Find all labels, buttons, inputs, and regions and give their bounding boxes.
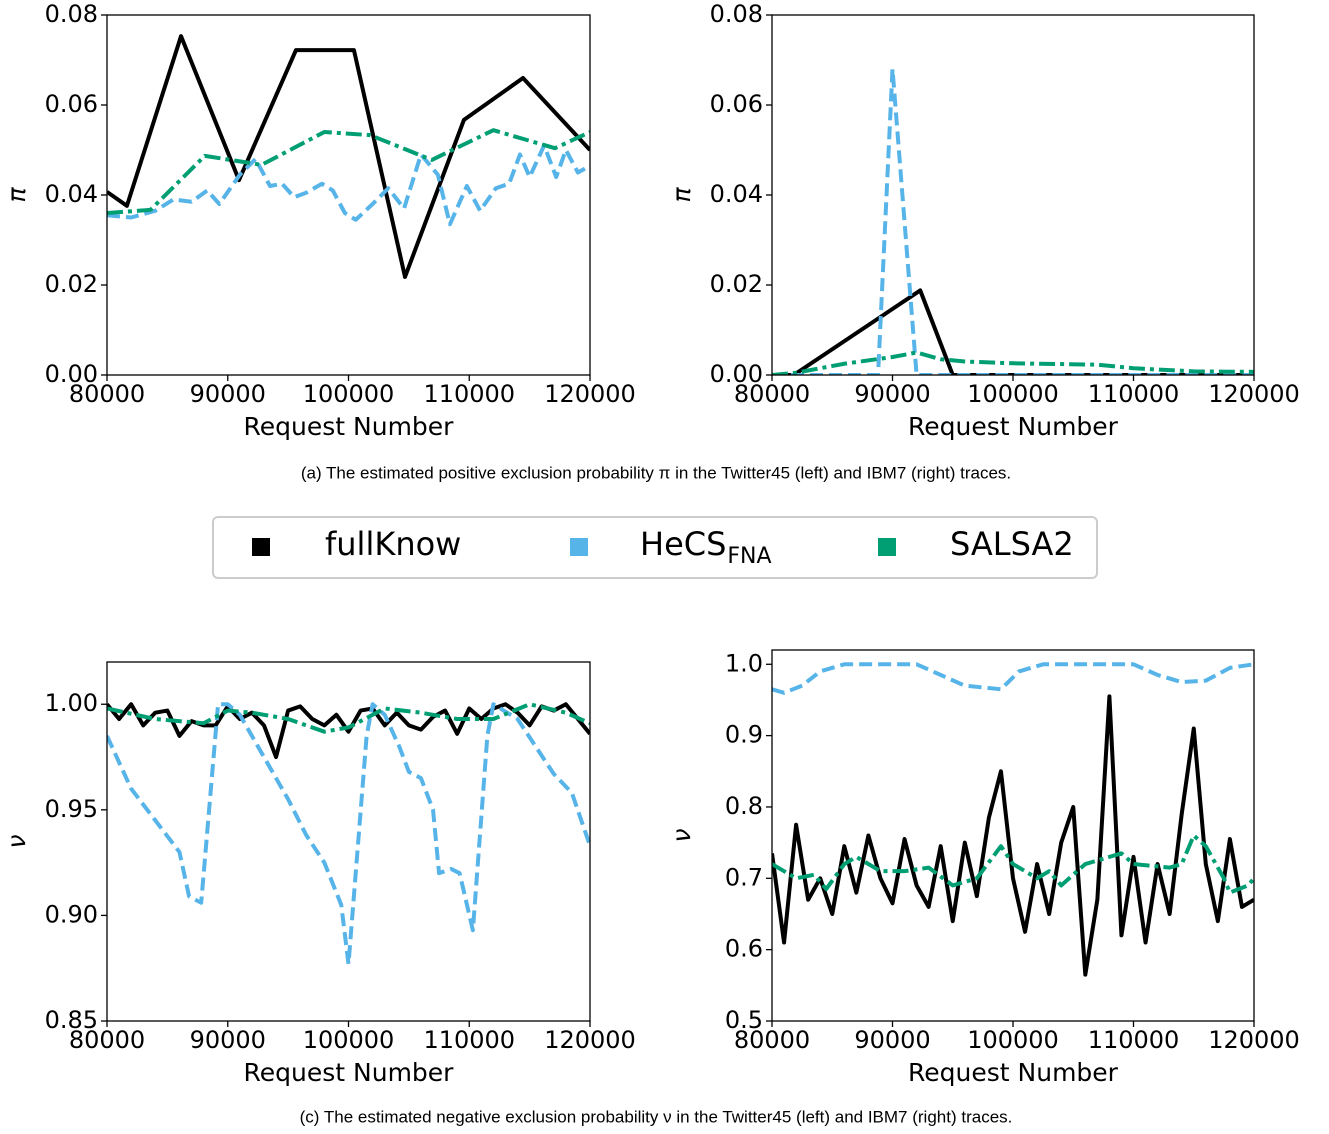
x-tick-label: 110000 xyxy=(423,380,515,408)
series-line xyxy=(772,288,1254,375)
y-tick-label: 0.90 xyxy=(45,900,98,928)
legend-label: HeCS xyxy=(640,525,726,563)
x-tick-label: 120000 xyxy=(544,1026,636,1054)
series-line xyxy=(107,702,590,734)
series-line xyxy=(772,662,1254,695)
legend-label: fullKnow xyxy=(325,525,461,563)
y-tick-label: 0.9 xyxy=(725,721,763,749)
series-line xyxy=(107,702,590,760)
x-tick-label: 80000 xyxy=(734,1026,810,1054)
x-axis-label: Request Number xyxy=(244,412,455,441)
x-tick-label: 120000 xyxy=(1208,380,1300,408)
y-tick-label: 0.95 xyxy=(45,795,98,823)
series-line xyxy=(772,694,1254,977)
series-line xyxy=(772,833,1254,895)
y-tick-label: 0.02 xyxy=(45,270,98,298)
x-axis-label: Request Number xyxy=(244,1058,455,1087)
legend-label: SALSA2 xyxy=(950,525,1074,563)
caption: (c) The estimated negative exclusion pro… xyxy=(300,1107,1013,1126)
series-line xyxy=(107,34,590,279)
y-tick-label: 0.85 xyxy=(45,1006,98,1034)
y-tick-label: 0.06 xyxy=(45,90,98,118)
y-axis-label: ν xyxy=(2,834,31,848)
x-axis-label: Request Number xyxy=(908,1058,1119,1087)
y-tick-label: 1.0 xyxy=(725,649,763,677)
series-line xyxy=(107,143,590,227)
x-tick-label: 120000 xyxy=(544,380,636,408)
series-line xyxy=(107,702,590,966)
x-tick-label: 100000 xyxy=(303,380,395,408)
y-tick-label: 0.6 xyxy=(725,935,763,963)
x-tick-label: 90000 xyxy=(854,1026,930,1054)
legend-swatch xyxy=(252,538,270,556)
y-tick-label: 0.04 xyxy=(710,180,763,208)
x-tick-label: 110000 xyxy=(423,1026,515,1054)
caption: (a) The estimated positive exclusion pro… xyxy=(301,463,1011,482)
y-axis-label: π xyxy=(2,187,31,203)
y-tick-label: 0.00 xyxy=(710,360,763,388)
y-tick-label: 0.08 xyxy=(710,0,763,28)
x-tick-label: 80000 xyxy=(69,1026,145,1054)
axes-frame xyxy=(771,649,1255,1022)
axes-frame xyxy=(106,14,591,376)
x-tick-label: 100000 xyxy=(967,1026,1059,1054)
x-axis-label: Request Number xyxy=(908,412,1119,441)
y-tick-label: 0.08 xyxy=(45,0,98,28)
axes-frame xyxy=(106,661,591,1022)
x-tick-label: 110000 xyxy=(1088,1026,1180,1054)
y-axis-label: ν xyxy=(667,828,696,842)
legend-label-subscript: FNA xyxy=(727,544,771,569)
x-tick-label: 90000 xyxy=(190,1026,266,1054)
legend-swatch xyxy=(878,538,896,556)
x-tick-label: 80000 xyxy=(69,380,145,408)
series-line xyxy=(772,350,1254,375)
y-tick-label: 0.8 xyxy=(725,792,763,820)
y-tick-label: 0.00 xyxy=(45,360,98,388)
x-tick-label: 100000 xyxy=(303,1026,395,1054)
y-axis-label: π xyxy=(667,187,696,203)
x-tick-label: 100000 xyxy=(967,380,1059,408)
x-tick-label: 110000 xyxy=(1088,380,1180,408)
x-tick-label: 80000 xyxy=(734,380,810,408)
x-tick-label: 90000 xyxy=(854,380,930,408)
y-tick-label: 0.02 xyxy=(710,270,763,298)
y-tick-label: 1.00 xyxy=(45,689,98,717)
series-line xyxy=(107,128,590,215)
x-tick-label: 90000 xyxy=(190,380,266,408)
y-tick-label: 0.06 xyxy=(710,90,763,118)
x-tick-label: 120000 xyxy=(1208,1026,1300,1054)
legend-swatch xyxy=(570,538,588,556)
legend-box xyxy=(212,516,1098,579)
series-line xyxy=(772,67,1254,375)
y-tick-label: 0.04 xyxy=(45,180,98,208)
y-tick-label: 0.7 xyxy=(725,863,763,891)
axes-frame xyxy=(771,14,1255,376)
y-tick-label: 0.5 xyxy=(725,1006,763,1034)
